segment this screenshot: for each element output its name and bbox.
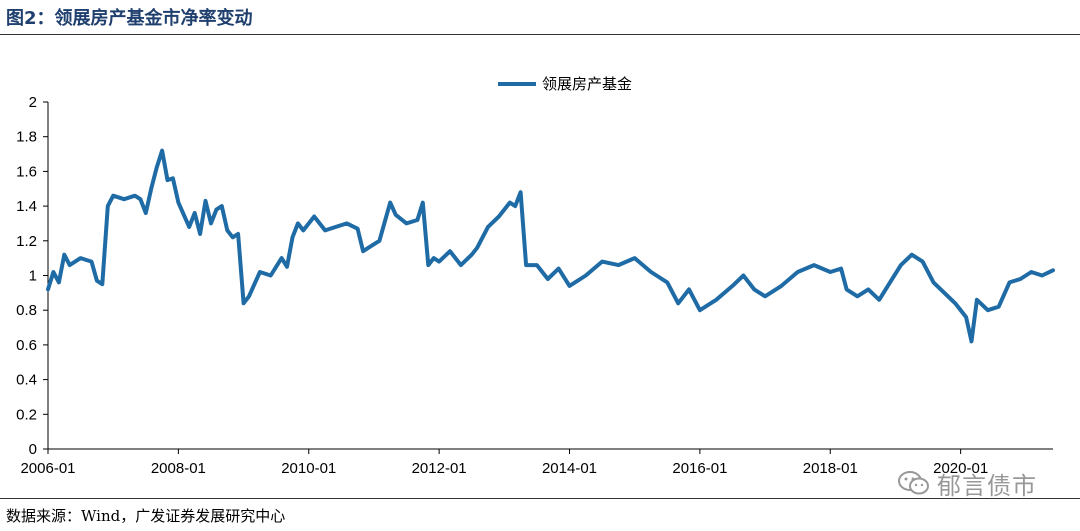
- y-tick-label: 0: [29, 441, 37, 458]
- y-tick-label: 0.8: [16, 302, 37, 319]
- x-tick-label: 2016-01: [672, 460, 727, 477]
- source-note: 数据来源：Wind，广发证券发展研究中心: [6, 507, 286, 525]
- x-tick-label: 2008-01: [151, 460, 206, 477]
- legend: 领展房产基金: [498, 75, 632, 93]
- wechat-icon: [898, 471, 929, 495]
- y-tick-label: 2: [29, 94, 37, 111]
- x-tick-label: 2012-01: [412, 460, 467, 477]
- y-tick-label: 1.6: [16, 163, 37, 180]
- legend-label: 领展房产基金: [542, 75, 632, 93]
- watermark: 郁言债市: [897, 466, 1037, 500]
- series-line: [46, 148, 1055, 344]
- series-lines: [46, 148, 1055, 344]
- y-tick-label: 1.2: [16, 233, 37, 250]
- x-axis: 2006-01 2008-01 2010-01 2012-01 2014-01 2016-…: [20, 448, 1053, 477]
- x-tick-label: 2006-01: [20, 460, 75, 477]
- x-tick-label: 2020-01: [933, 460, 988, 477]
- watermark-text: 郁言债市: [937, 471, 1037, 500]
- y-tick-label: 0.6: [16, 337, 37, 354]
- footer-divider: [0, 498, 1080, 499]
- y-tick-label: 1: [29, 268, 37, 285]
- y-tick-label: 0.2: [16, 406, 37, 423]
- x-tick-label: 2010-01: [281, 460, 336, 477]
- chart-area: 0 0.2 0.4 0.6 0.8 1 1.2 1.4 1.6 1.8 2 2006-01 2008-…: [16, 75, 1055, 477]
- x-tick-label: 2014-01: [542, 460, 597, 477]
- y-tick-label: 0.4: [16, 372, 37, 389]
- y-axis: 0 0.2 0.4 0.6 0.8 1 1.2 1.4 1.6 1.8 2: [16, 94, 49, 458]
- y-tick-label: 1.4: [16, 198, 37, 215]
- x-tick-label: 2018-01: [803, 460, 858, 477]
- header-divider: [0, 34, 1080, 35]
- chart-title: 图2：领展房产基金市净率变动: [6, 8, 253, 29]
- y-tick-label: 1.8: [16, 129, 37, 146]
